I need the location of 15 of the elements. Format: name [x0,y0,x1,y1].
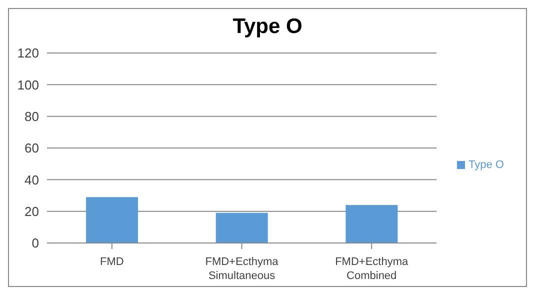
x-tick-label: FMD+Ecthyma Combined [335,256,410,282]
legend-label: Type O [468,159,504,171]
bar [346,205,398,243]
y-tick-label: 80 [24,108,39,124]
x-tick-label: FMD [100,256,124,268]
y-tick-label: 100 [17,77,39,92]
chart-title: Type O [232,14,304,40]
x-tick-label: FMD+Ecthyma Simultaneous [205,256,280,282]
bar [86,197,138,243]
y-tick-label: 40 [24,172,39,188]
y-tick-label: 60 [24,140,39,156]
y-tick-label: 0 [32,236,39,251]
y-tick-label: 120 [17,46,39,61]
bar [216,212,268,243]
y-tick-label: 20 [24,204,39,219]
